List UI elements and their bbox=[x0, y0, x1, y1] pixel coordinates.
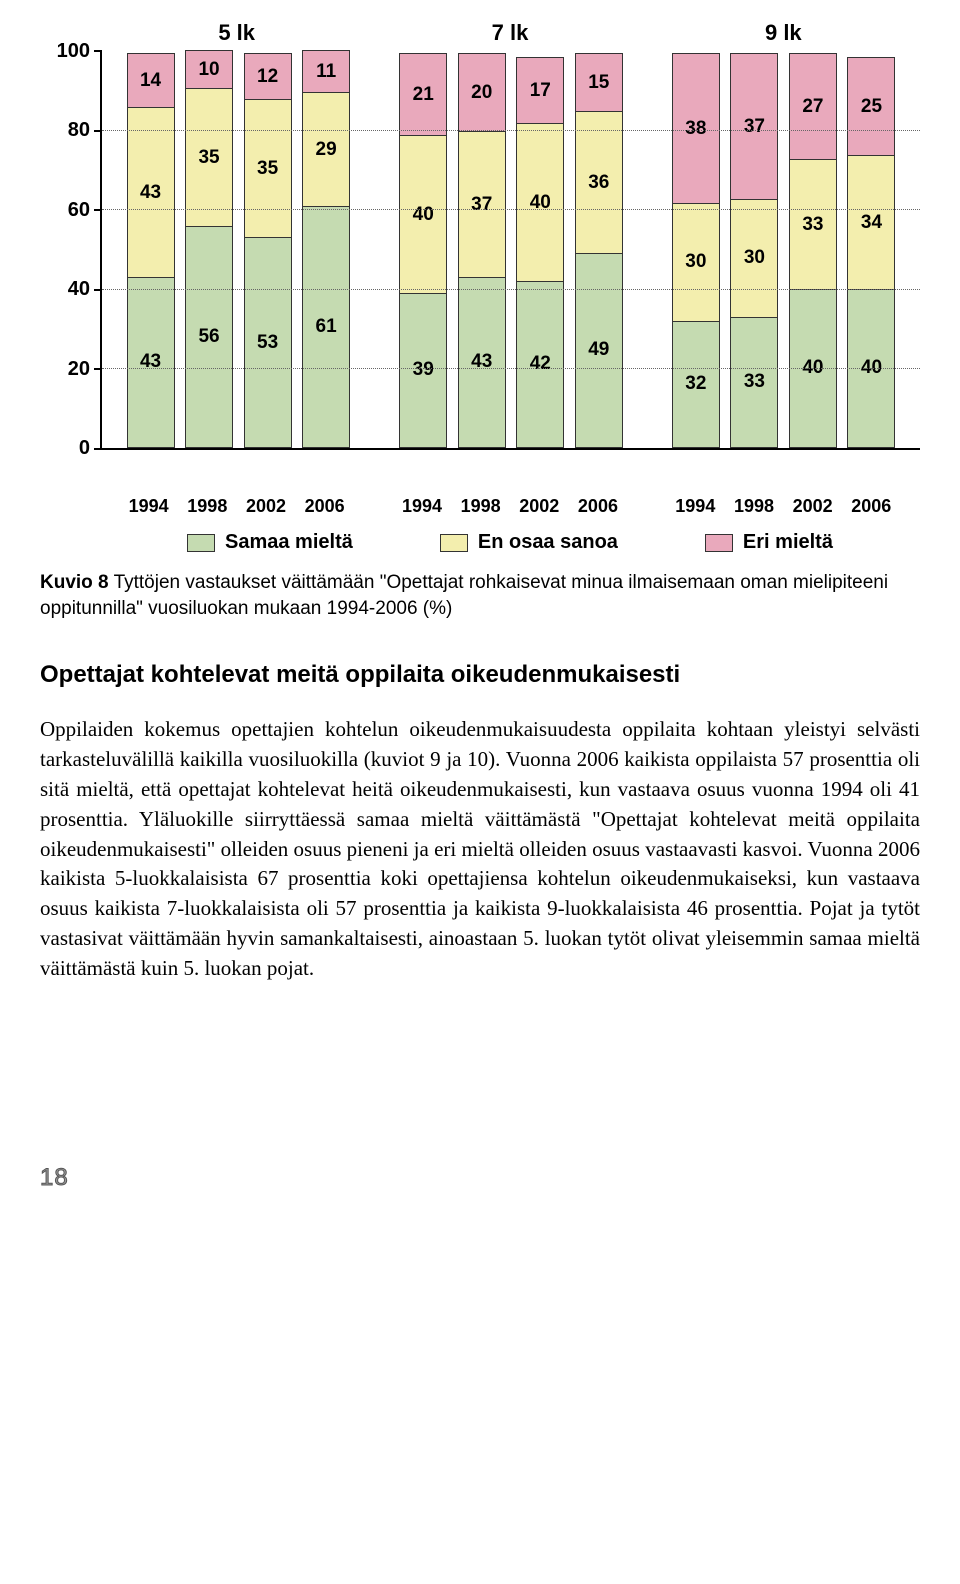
y-tick-label: 100 bbox=[57, 40, 90, 63]
bar-segment: 43 bbox=[127, 107, 175, 278]
bar-segment: 36 bbox=[575, 111, 623, 254]
group-title: 7 lk bbox=[373, 20, 646, 46]
bar-segment: 12 bbox=[244, 53, 292, 101]
x-tick-label: 2006 bbox=[847, 496, 895, 517]
y-tick-label: 0 bbox=[79, 437, 90, 460]
bar-segment: 30 bbox=[672, 203, 720, 322]
legend-swatch bbox=[187, 534, 215, 552]
bar-segment: 53 bbox=[244, 237, 292, 448]
x-tick-label: 1998 bbox=[183, 496, 231, 517]
bar-segment: 34 bbox=[847, 155, 895, 290]
legend-item: En osaa sanoa bbox=[440, 531, 618, 554]
bar-segment: 37 bbox=[730, 53, 778, 200]
y-tick-label: 40 bbox=[68, 278, 90, 301]
bar-segment: 29 bbox=[302, 92, 350, 207]
group-title: 5 lk bbox=[100, 20, 373, 46]
bar-segment: 61 bbox=[302, 206, 350, 448]
x-tick-label: 1994 bbox=[125, 496, 173, 517]
bar-segment: 32 bbox=[672, 321, 720, 448]
stacked-bar: 123553 bbox=[244, 50, 292, 448]
x-tick-label: 1998 bbox=[457, 496, 505, 517]
x-tick-label: 2002 bbox=[242, 496, 290, 517]
x-tick-label: 2006 bbox=[301, 496, 349, 517]
bar-segment: 43 bbox=[127, 277, 175, 448]
bar-segment: 37 bbox=[458, 131, 506, 278]
figure-caption: Kuvio 8 Tyttöjen vastaukset väittämään "… bbox=[40, 570, 920, 621]
bar-segment: 25 bbox=[847, 57, 895, 157]
bar-segment: 20 bbox=[458, 53, 506, 133]
bar-segment: 35 bbox=[244, 99, 292, 238]
bar-segment: 39 bbox=[399, 293, 447, 448]
bar-group: 383032373033273340253440 bbox=[647, 50, 920, 448]
stacked-bar: 203743 bbox=[458, 50, 506, 448]
y-tick-label: 80 bbox=[68, 119, 90, 142]
stacked-bar: 253440 bbox=[847, 50, 895, 448]
bar-segment: 40 bbox=[516, 123, 564, 282]
bar-segment: 17 bbox=[516, 57, 564, 125]
stacked-bar: 273340 bbox=[789, 50, 837, 448]
stacked-bar-chart: 5 lk7 lk9 lk 100806040200 14434310355612… bbox=[40, 20, 920, 554]
stacked-bar: 383032 bbox=[672, 50, 720, 448]
x-tick-label: 2002 bbox=[789, 496, 837, 517]
x-tick-label: 2006 bbox=[574, 496, 622, 517]
figure-number: Kuvio 8 bbox=[40, 572, 109, 593]
bar-group: 214039203743174042153649 bbox=[375, 50, 648, 448]
chart-group-titles: 5 lk7 lk9 lk bbox=[100, 20, 920, 46]
group-title: 9 lk bbox=[647, 20, 920, 46]
x-tick-label: 1994 bbox=[671, 496, 719, 517]
bar-segment: 30 bbox=[730, 199, 778, 318]
bar-segment: 14 bbox=[127, 53, 175, 109]
body-paragraph: Oppilaiden kokemus opettajien kohtelun o… bbox=[40, 715, 920, 983]
page-number: 18 bbox=[40, 1164, 920, 1192]
stacked-bar: 153649 bbox=[575, 50, 623, 448]
bar-segment: 27 bbox=[789, 53, 837, 160]
legend-item: Samaa mieltä bbox=[187, 531, 353, 554]
legend-label: Samaa mieltä bbox=[225, 531, 353, 554]
x-tick-label: 1994 bbox=[398, 496, 446, 517]
x-tick-label: 2002 bbox=[515, 496, 563, 517]
section-heading: Opettajat kohtelevat meitä oppilaita oik… bbox=[40, 661, 920, 689]
plot-area: 1443431035561235531129612140392037431740… bbox=[100, 50, 920, 450]
stacked-bar: 144343 bbox=[127, 50, 175, 448]
bar-segment: 15 bbox=[575, 53, 623, 113]
chart-legend: Samaa mieltä En osaa sanoa Eri mieltä bbox=[100, 531, 920, 554]
y-axis-labels: 100 80 60 40 20 0 bbox=[40, 40, 100, 460]
stacked-bar: 174042 bbox=[516, 50, 564, 448]
bar-segment: 35 bbox=[185, 88, 233, 227]
legend-swatch bbox=[705, 534, 733, 552]
legend-swatch bbox=[440, 534, 468, 552]
bar-segment: 43 bbox=[458, 277, 506, 448]
x-tick-label: 1998 bbox=[730, 496, 778, 517]
bar-group: 144343103556123553112961 bbox=[102, 50, 375, 448]
stacked-bar: 373033 bbox=[730, 50, 778, 448]
bar-segment: 49 bbox=[575, 253, 623, 448]
bar-segment: 40 bbox=[399, 135, 447, 294]
figure-caption-text: Tyttöjen vastaukset väittämään "Opettaja… bbox=[40, 572, 888, 619]
bar-segment: 42 bbox=[516, 281, 564, 448]
legend-item: Eri mieltä bbox=[705, 531, 833, 554]
x-axis-labels: 1994 1998 2002 2006 1994 1998 2002 2006 1994 1998… bbox=[100, 496, 920, 517]
legend-label: Eri mieltä bbox=[743, 531, 833, 554]
legend-label: En osaa sanoa bbox=[478, 531, 618, 554]
bar-segment: 11 bbox=[302, 50, 350, 94]
stacked-bar: 214039 bbox=[399, 50, 447, 448]
bar-segment: 56 bbox=[185, 226, 233, 448]
bar-segment: 10 bbox=[185, 50, 233, 90]
y-tick-label: 60 bbox=[68, 199, 90, 222]
stacked-bar: 103556 bbox=[185, 50, 233, 448]
y-tick-label: 20 bbox=[68, 358, 90, 381]
bar-segment: 21 bbox=[399, 53, 447, 137]
bar-segment: 33 bbox=[730, 317, 778, 448]
bar-segment: 33 bbox=[789, 159, 837, 290]
stacked-bar: 112961 bbox=[302, 50, 350, 448]
